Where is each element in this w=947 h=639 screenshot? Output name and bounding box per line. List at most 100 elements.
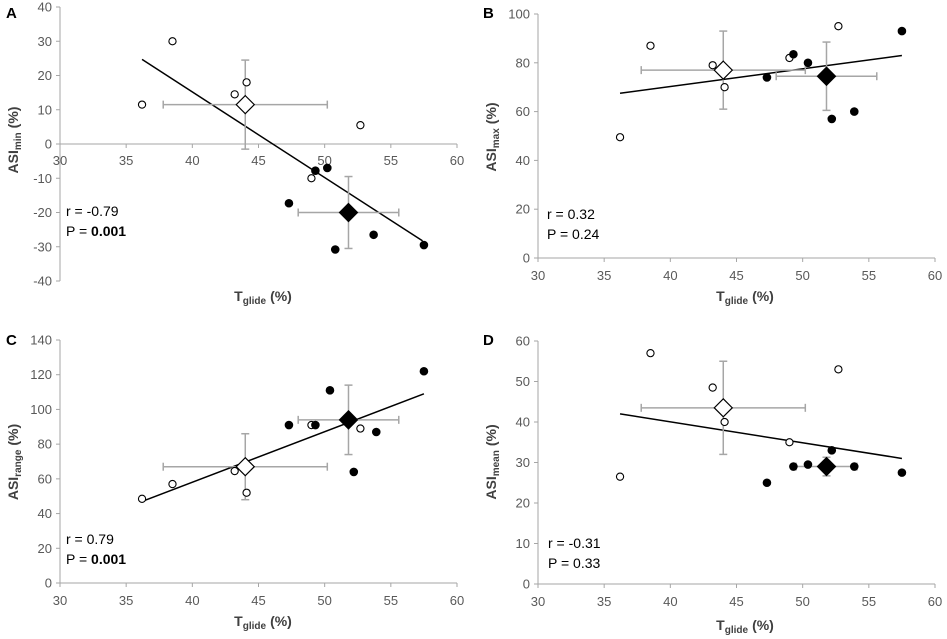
x-tick-label: 55 <box>384 153 398 168</box>
y-tick-label: 10 <box>38 102 52 117</box>
filled-point <box>369 230 378 240</box>
panel-c-stat-r: r = 0.79 <box>66 531 114 547</box>
x-tick-label: 30 <box>531 268 545 283</box>
open-point <box>230 466 239 476</box>
open-mean-diamond <box>713 60 734 80</box>
y-tick-label: 60 <box>516 334 530 349</box>
panel-d-marks <box>615 348 907 488</box>
filled-mean-diamond <box>338 202 359 223</box>
filled-point <box>762 73 772 82</box>
y-tick-label: 20 <box>516 202 530 217</box>
filled-point <box>419 240 429 250</box>
y-tick-label: 120 <box>30 367 52 382</box>
open-point <box>720 83 729 92</box>
filled-mean-diamond <box>816 456 837 477</box>
open-point <box>356 424 365 433</box>
regression-line <box>619 413 903 460</box>
panel-b-marks <box>615 22 907 142</box>
open-point <box>646 41 655 50</box>
filled-mean-diamond <box>338 409 359 430</box>
filled-point <box>789 462 798 471</box>
panel-b-stat-p: P = 0.24 <box>547 226 600 242</box>
y-tick-label: 20 <box>38 541 52 556</box>
x-tick-label: 45 <box>729 594 743 609</box>
panel-c-letter: C <box>6 332 17 349</box>
y-tick-label: 0 <box>523 251 530 266</box>
x-tick-label: 55 <box>384 593 398 608</box>
panel-b-stat-r: r = 0.32 <box>547 206 595 222</box>
open-point <box>646 348 655 358</box>
x-tick-label: 45 <box>251 593 265 608</box>
y-tick-label: 60 <box>38 471 52 486</box>
open-point <box>785 438 794 447</box>
filled-mean-diamond <box>816 66 837 87</box>
x-tick-label: 35 <box>597 594 611 609</box>
y-tick-label: 20 <box>516 496 530 511</box>
panel-a-y-label: ASImin(%) <box>5 107 24 174</box>
open-point <box>307 174 316 183</box>
filled-point <box>371 427 381 437</box>
panel-a-stat-r: r = -0.79 <box>66 203 119 219</box>
y-tick-label: 140 <box>30 333 52 348</box>
panel-c-x-label: Tglide (%) <box>234 613 292 632</box>
y-tick-label: 0 <box>45 137 52 152</box>
x-tick-label: 60 <box>928 268 942 283</box>
panel-d-x-label: Tglide (%) <box>716 617 774 636</box>
x-tick-label: 50 <box>317 593 331 608</box>
panel-b-letter: B <box>483 5 494 22</box>
y-tick-label: 50 <box>516 374 530 389</box>
filled-point <box>827 446 837 455</box>
open-point <box>242 488 251 497</box>
panel-c-stat-p: P = 0.001 <box>66 551 126 567</box>
x-tick-label: 35 <box>597 268 611 283</box>
panel-b-x-axis: 30 35 40 45 50 55 60 <box>531 257 942 283</box>
open-mean-diamond <box>235 456 256 477</box>
panel-a-x-axis: 30 35 40 45 50 55 60 <box>53 143 464 168</box>
filled-point <box>349 467 359 477</box>
filled-point <box>311 420 320 430</box>
open-point <box>615 472 625 481</box>
y-tick-label: 30 <box>38 34 52 49</box>
panel-d-stat-p: P = 0.33 <box>548 555 601 571</box>
x-tick-label: 30 <box>531 594 545 609</box>
regression-line <box>141 393 425 503</box>
panel-c-y-label: ASIrange(%) <box>5 424 24 500</box>
panel-d-y-axis: 0 10 20 30 40 50 60 <box>516 334 539 592</box>
x-tick-label: 50 <box>795 268 809 283</box>
open-point <box>168 479 177 489</box>
x-tick-label: 55 <box>862 594 876 609</box>
y-tick-label: 40 <box>38 0 52 15</box>
filled-point <box>284 198 294 208</box>
x-tick-label: 45 <box>729 268 743 283</box>
y-tick-label: -10 <box>33 171 52 186</box>
filled-point <box>762 478 772 488</box>
x-tick-label: 30 <box>53 593 67 608</box>
y-tick-label: 10 <box>516 536 530 551</box>
x-tick-label: 60 <box>928 594 942 609</box>
y-tick-label: -20 <box>33 205 52 220</box>
x-tick-label: 40 <box>185 153 199 168</box>
regression-line <box>619 54 903 95</box>
x-tick-label: 60 <box>450 593 464 608</box>
open-point <box>137 494 147 503</box>
filled-point <box>284 420 294 430</box>
panel-d-x-axis: 30 35 40 45 50 55 60 <box>531 583 942 609</box>
x-tick-label: 40 <box>663 594 677 609</box>
panel-a-marks <box>137 37 429 254</box>
panel-d: D 0 10 20 30 40 50 60 30 35 40 45 50 55 60 ASImean(%… <box>483 332 942 636</box>
open-mean-diamond <box>713 397 734 418</box>
x-tick-label: 40 <box>185 593 199 608</box>
panel-b-y-label: ASImax(%) <box>483 102 502 171</box>
open-point <box>168 37 177 46</box>
panel-d-stat-r: r = -0.31 <box>548 535 601 551</box>
y-tick-label: -40 <box>33 274 52 289</box>
x-tick-label: 60 <box>450 153 464 168</box>
x-tick-label: 55 <box>862 268 876 283</box>
filled-point <box>323 163 332 173</box>
open-point <box>137 100 147 109</box>
panel-b-y-axis: 0 20 40 60 80 100 <box>508 7 539 266</box>
filled-point <box>897 468 907 477</box>
